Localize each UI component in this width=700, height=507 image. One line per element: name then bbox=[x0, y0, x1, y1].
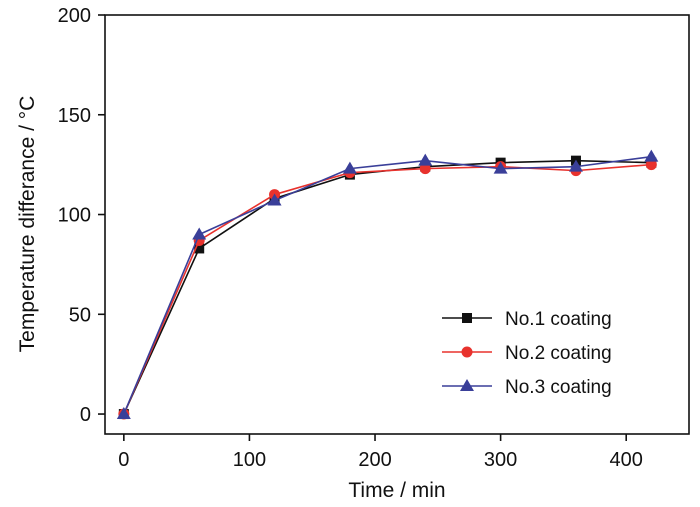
plot-frame bbox=[104, 14, 690, 435]
x-tick-label: 400 bbox=[610, 449, 643, 471]
legend-label: No.2 coating bbox=[505, 343, 612, 364]
data-point bbox=[418, 153, 433, 166]
legend-marker bbox=[461, 346, 473, 358]
x-tick-label: 100 bbox=[233, 449, 266, 471]
x-axis-title: Time / min bbox=[348, 479, 445, 502]
series-line bbox=[123, 163, 652, 415]
data-point bbox=[644, 149, 659, 162]
x-tick-label: 300 bbox=[484, 449, 517, 471]
y-tick-label: 50 bbox=[69, 304, 91, 326]
data-point bbox=[116, 407, 131, 420]
legend: No.1 coating No.2 coating No.3 coating bbox=[442, 309, 612, 398]
x-axis-ticks: 0 100 200 300 400 bbox=[118, 434, 643, 471]
x-tick-label: 0 bbox=[118, 449, 129, 471]
legend-item: No.3 coating bbox=[442, 377, 612, 398]
legend-item: No.2 coating bbox=[442, 343, 612, 364]
data-point bbox=[194, 243, 205, 254]
legend-marker bbox=[462, 313, 472, 323]
data-point bbox=[493, 161, 508, 174]
y-axis-ticks: 0 50 100 150 200 bbox=[58, 5, 105, 426]
y-tick-label: 200 bbox=[58, 5, 91, 27]
y-tick-label: 0 bbox=[80, 404, 91, 426]
legend-label: No.3 coating bbox=[505, 377, 612, 398]
data-point bbox=[267, 193, 282, 206]
data-point bbox=[645, 159, 657, 171]
y-tick-label: 150 bbox=[58, 105, 91, 127]
data-point bbox=[419, 163, 431, 175]
legend-item: No.1 coating bbox=[442, 309, 612, 330]
legend-marker bbox=[460, 379, 474, 391]
data-point bbox=[568, 159, 583, 172]
series-line bbox=[123, 155, 652, 415]
legend-label: No.1 coating bbox=[505, 309, 612, 330]
series-layer bbox=[116, 149, 659, 420]
x-tick-label: 200 bbox=[358, 449, 391, 471]
series-3 bbox=[116, 149, 659, 420]
y-axis-title: Temperature differance / °C bbox=[16, 96, 39, 353]
y-tick-label: 100 bbox=[58, 205, 91, 227]
data-point bbox=[192, 227, 207, 240]
data-point bbox=[342, 161, 357, 174]
